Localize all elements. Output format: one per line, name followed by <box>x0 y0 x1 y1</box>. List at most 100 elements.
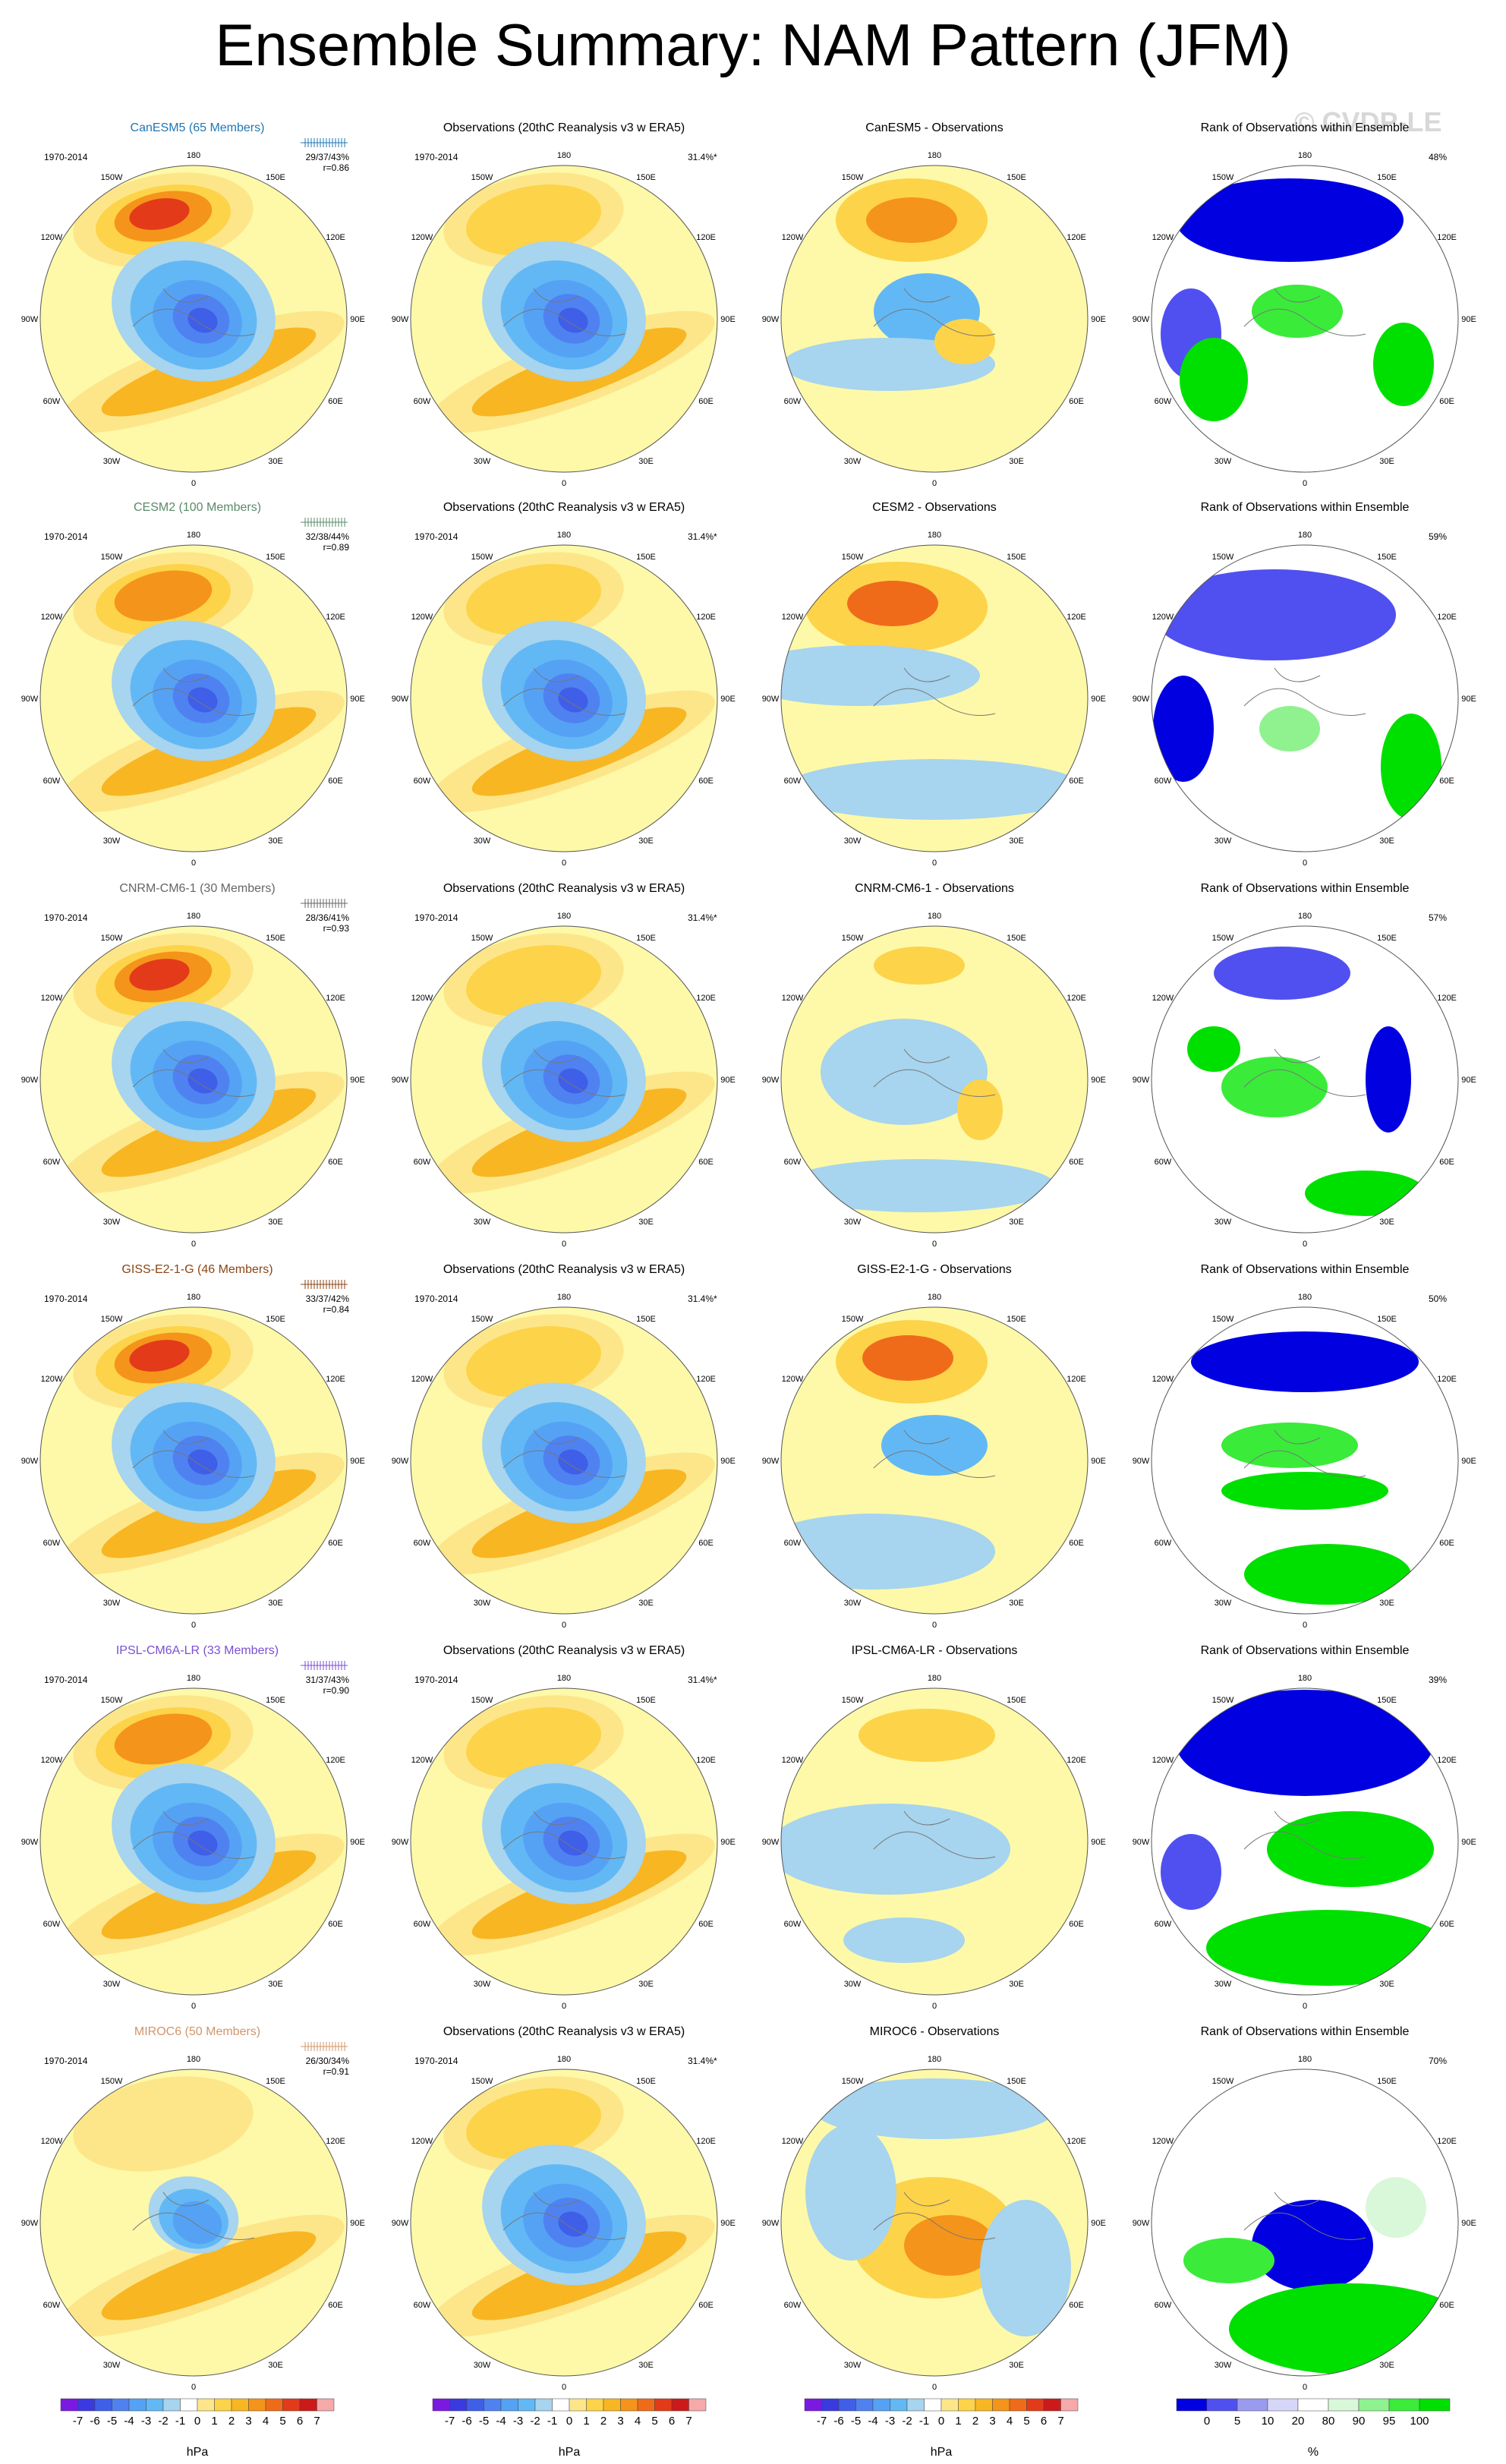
observations-panel: 180 150E 120E 90E 60E 30E 0 30W 60W 90W 120W 150W Ob… <box>378 121 750 501</box>
longitude-label: 120E <box>1437 1375 1457 1384</box>
longitude-label: 90W <box>21 695 39 704</box>
longitude-label: 30E <box>1379 1599 1394 1608</box>
colorbar-tick-label: 5 <box>1023 2415 1029 2428</box>
colorbar-swatch <box>1388 2398 1420 2412</box>
colorbar-swatch <box>466 2398 484 2412</box>
map-border <box>1151 544 1459 852</box>
longitude-label: 90E <box>350 1076 365 1085</box>
colorbar-tick-label: 1 <box>955 2415 961 2428</box>
contour-region <box>874 947 965 985</box>
rank-title: Rank of Observations within Ensemble <box>1200 501 1410 514</box>
longitude-label: 30W <box>474 1599 491 1608</box>
longitude-label: 180 <box>557 2055 571 2064</box>
longitude-label: 60W <box>784 1539 802 1548</box>
polar-map: 180 150E 120E 90E 60E 30E 0 30W 60W 90W 120W 150W <box>762 531 1106 868</box>
longitude-label: 60W <box>43 2301 61 2310</box>
coastline <box>503 1810 625 1859</box>
longitude-label: 150E <box>636 1315 656 1324</box>
polar-map: 180 150E 120E 90E 60E 30E 0 30W 60W 90W 120W 150W <box>1133 151 1476 488</box>
colorbar-svg: -7 -6 -5 -4 -3 -2 -1 0 1 2 3 4 5 6 7 <box>432 2398 707 2428</box>
longitude-label: 90E <box>350 315 365 324</box>
longitude-label: 180 <box>557 1674 571 1683</box>
longitude-label: 30E <box>1009 1980 1024 1989</box>
field-layer <box>1152 2069 1458 2376</box>
longitude-label: 90W <box>1133 1838 1150 1847</box>
colorbar-swatch <box>1358 2398 1390 2412</box>
polar-map: 180 150E 120E 90E 60E 30E 0 30W 60W 90W 120W 150W <box>21 1674 365 2011</box>
coastline <box>503 1429 625 1478</box>
contour-region <box>187 1449 218 1475</box>
longitude-label: 120E <box>1437 994 1457 1003</box>
longitude-label: 30W <box>844 1980 862 1989</box>
obs-pct-explained: 31.4%* <box>688 1293 717 1304</box>
colorbar-unit: hPa <box>930 2446 953 2459</box>
member-spread-bar <box>298 1277 351 1292</box>
coastline <box>873 1429 996 1478</box>
colorbar-tick-label: -6 <box>90 2415 99 2428</box>
longitude-label: 120E <box>696 1375 716 1384</box>
colorbar-swatch <box>1060 2398 1079 2412</box>
longitude-label: 120W <box>41 1375 63 1384</box>
longitude-label: 0 <box>191 1621 196 1630</box>
polar-map: 180 150E 120E 90E 60E 30E 0 30W 60W 90W 120W 150W <box>392 1293 736 1630</box>
longitude-label: 60E <box>698 777 714 786</box>
colorbar-tick-label: 6 <box>297 2415 303 2428</box>
longitude-label: 90E <box>720 2219 736 2228</box>
longitude-label: 180 <box>1298 531 1312 540</box>
rank-region <box>1252 2200 1373 2291</box>
colorbar-unit: % <box>1307 2446 1319 2459</box>
contour-region <box>781 1514 995 1590</box>
colorbar-tick-label: 20 <box>1292 2415 1305 2428</box>
longitude-label: 180 <box>1298 2055 1312 2064</box>
colorbar-tick-label: -5 <box>851 2415 861 2428</box>
longitude-label: 90W <box>392 315 409 324</box>
difference-panel: 180 150E 120E 90E 60E 30E 0 30W 60W 90W 120W 150W CN… <box>748 882 1120 1262</box>
longitude-label: 60W <box>784 2301 802 2310</box>
contour-region <box>187 1830 218 1856</box>
pct-range: 28/36/41% <box>305 912 349 923</box>
map-border <box>410 2069 718 2377</box>
obs-title: Observations (20thC Reanalysis v3 w ERA5… <box>443 1263 685 1276</box>
longitude-label: 150E <box>266 934 285 943</box>
map-border <box>39 1306 348 1615</box>
longitude-label: 60W <box>43 777 61 786</box>
longitude-label: 90W <box>1133 315 1150 324</box>
rank-region <box>1206 1910 1449 1986</box>
colorbar-unit: hPa <box>186 2446 209 2459</box>
longitude-label: 120W <box>41 613 63 622</box>
longitude-label: 90W <box>1133 1076 1150 1085</box>
colorbar-tick-label: 2 <box>600 2415 606 2428</box>
colorbar-swatch <box>146 2398 164 2412</box>
contour-region <box>980 2200 1071 2336</box>
obs-title: Observations (20thC Reanalysis v3 w ERA5… <box>443 2025 685 2038</box>
longitude-label: 90E <box>720 1076 736 1085</box>
colorbar-swatch <box>603 2398 621 2412</box>
longitude-label: 150W <box>842 553 864 562</box>
colorbar-swatch <box>518 2398 536 2412</box>
field-layer <box>40 165 347 472</box>
longitude-label: 120E <box>696 613 716 622</box>
pct-range: 32/38/44% <box>305 531 349 542</box>
colorbar-tick-label: 5 <box>279 2415 285 2428</box>
contour-region <box>821 1019 988 1125</box>
polar-map: 180 150E 120E 90E 60E 30E 0 30W 60W 90W 120W 150W <box>21 2055 365 2392</box>
longitude-label: 120W <box>782 613 804 622</box>
colorbar-swatch <box>958 2398 976 2412</box>
contour-region <box>934 319 995 364</box>
rank-region <box>1373 323 1434 406</box>
polar-map: 180 150E 120E 90E 60E 30E 0 30W 60W 90W 120W 150W <box>21 531 365 868</box>
pct-range: 33/37/42% <box>305 1293 349 1304</box>
map-border <box>1151 1306 1459 1615</box>
longitude-label: 150E <box>1377 1315 1397 1324</box>
polar-map: 180 150E 120E 90E 60E 30E 0 30W 60W 90W 120W 150W <box>762 1293 1106 1630</box>
rank-pct: 39% <box>1429 1675 1448 1685</box>
longitude-label: 30W <box>844 1218 862 1227</box>
period-label: 1970-2014 <box>414 531 458 542</box>
contour-region <box>466 1326 601 1397</box>
longitude-label: 90W <box>392 1838 409 1847</box>
longitude-label: 120W <box>1152 1756 1174 1765</box>
map-border <box>1151 165 1459 473</box>
colorbar-tick-label: 6 <box>1041 2415 1047 2428</box>
diff-title: CNRM-CM6-1 - Observations <box>855 882 1014 895</box>
member-spread-bar <box>298 2039 351 2054</box>
